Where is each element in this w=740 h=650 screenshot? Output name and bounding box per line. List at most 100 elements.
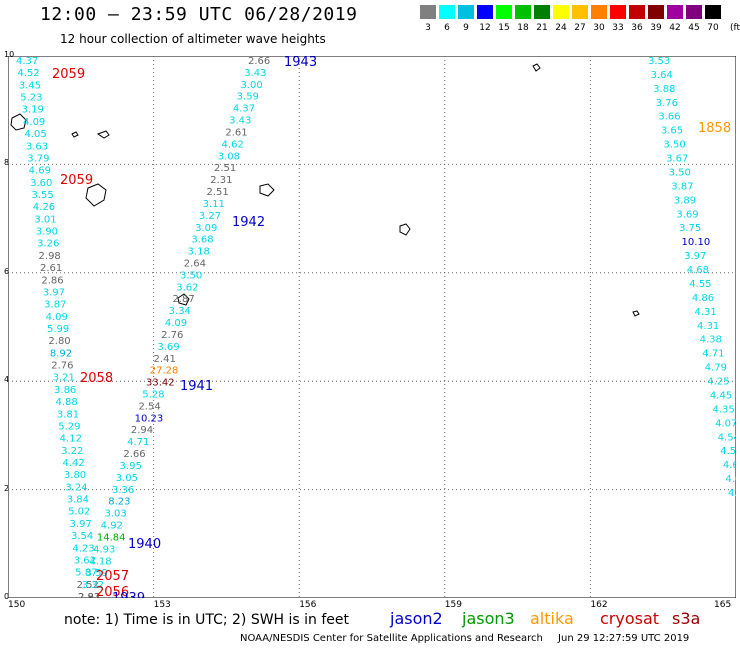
legend-swatch: [496, 5, 512, 19]
wave-height-label: 4.86: [692, 293, 714, 304]
wave-height-label: 3.24: [65, 482, 87, 493]
wave-height-label: 3.67: [666, 154, 688, 165]
x-tick-label: 162: [590, 600, 608, 610]
wave-height-label: 3.03: [104, 509, 126, 520]
wave-height-label: 3.05: [116, 473, 138, 484]
pass-time-label: 1943: [284, 56, 317, 70]
wave-height-label: 4.09: [46, 312, 68, 323]
legend-swatch: [553, 5, 569, 19]
wave-height-label: 3.11: [203, 199, 225, 210]
wave-height-label: 3.76: [656, 98, 678, 109]
island-outline: [85, 183, 107, 207]
pass-time-label: 2059: [60, 173, 93, 188]
pass-time-label: 2058: [80, 371, 113, 386]
wave-height-label: 3.22: [61, 446, 83, 457]
legend-label: 18: [517, 23, 529, 33]
wave-height-label: 2.61: [40, 263, 62, 274]
island-outline: [399, 223, 411, 236]
wave-height-label: 4.6: [723, 460, 736, 471]
wave-height-label: 3.87: [671, 181, 693, 192]
x-tick-label: 159: [444, 600, 462, 610]
legend-label: 39: [650, 23, 662, 33]
wave-height-label: 4.69: [29, 166, 51, 177]
satellite-name: cryosat: [600, 609, 660, 628]
wave-height-label: 4.09: [165, 318, 187, 329]
wave-height-label: 4.37: [16, 56, 38, 67]
wave-height-label: 3.59: [86, 568, 108, 579]
satellite-name: s3a: [672, 609, 701, 628]
legend-label: 30: [593, 23, 605, 33]
wave-height-label: 5.99: [47, 324, 69, 335]
wave-height-label: 4.5: [720, 446, 736, 457]
x-tick-label: 165: [714, 600, 732, 610]
legend-swatch: [648, 5, 664, 19]
satellite-name: jason3: [462, 609, 515, 628]
island-outline: [532, 63, 541, 72]
wave-height-label: 2.64: [184, 258, 206, 269]
wave-height-label: 4.31: [697, 321, 719, 332]
wave-height-label: 4.62: [222, 139, 244, 150]
wave-height-label: 4.71: [127, 437, 149, 448]
wave-height-label: 5.28: [142, 390, 164, 401]
legend-swatch: [477, 5, 493, 19]
wave-height-label: 4.45: [710, 390, 732, 401]
y-tick-label: 2: [4, 483, 10, 493]
wave-height-label: 3.66: [658, 112, 680, 123]
pass-time-label: 2056: [96, 585, 129, 598]
legend-label: 24: [555, 23, 567, 33]
wave-height-label: 3.75: [679, 223, 701, 234]
wave-height-label: 3.53: [648, 56, 670, 67]
credit-line: NOAA/NESDIS Center for Satellite Applica…: [240, 633, 689, 644]
wave-height-label: 3.62: [74, 555, 96, 566]
wave-height-label: 4.79: [705, 363, 727, 374]
wave-height-label: 3.08: [218, 151, 240, 162]
legend-label: 21: [536, 23, 548, 33]
legend-label: 33: [612, 23, 624, 33]
wave-height-label: 2.86: [41, 275, 63, 286]
wave-height-label: 8.92: [50, 348, 72, 359]
legend-label: 36: [631, 23, 643, 33]
island-outline: [10, 113, 27, 131]
wave-height-label: 3.80: [64, 470, 86, 481]
legend-label: 70: [707, 23, 719, 33]
legend-label: 42: [669, 23, 681, 33]
pass-time-label: 1858: [698, 121, 731, 136]
wave-height-label: 4.7: [728, 488, 736, 499]
wave-height-label: 3.54: [71, 531, 93, 542]
wave-height-label: 4.31: [694, 307, 716, 318]
legend-label: 6: [444, 23, 450, 33]
wave-height-label: 4.38: [700, 335, 722, 346]
wave-height-label: 3.81: [57, 409, 79, 420]
wave-height-label: 2.87: [172, 294, 194, 305]
wave-height-label: 3.89: [674, 195, 696, 206]
wave-height-label: 2.66: [248, 56, 270, 67]
timestamp: Jun 29 12:27:59 UTC 2019: [558, 633, 690, 644]
wave-height-map: 4.374.523.455.233.194.094.053.633.794.69…: [8, 56, 736, 598]
island-outline: [96, 130, 110, 139]
wave-height-label: 4.09: [23, 117, 45, 128]
wave-height-label: 2.92: [78, 592, 100, 598]
wave-height-label: 4.18: [89, 556, 111, 567]
wave-height-label: 3.50: [669, 167, 691, 178]
wave-height-label: 3.62: [176, 282, 198, 293]
wave-height-label: 3.79: [27, 153, 49, 164]
wave-height-label: 33.42: [146, 378, 175, 389]
legend-swatch: [458, 5, 474, 19]
wave-height-label: 4.07: [715, 418, 736, 429]
wave-height-label: 3.68: [191, 235, 213, 246]
legend-swatch: [534, 5, 550, 19]
wave-height-label: 4.54: [718, 432, 736, 443]
wave-height-label: 27.28: [150, 366, 179, 377]
wave-height-label: 4.05: [24, 129, 46, 140]
wave-height-label: 4.88: [55, 397, 77, 408]
legend-swatch: [591, 5, 607, 19]
wave-height-label: 3.87: [44, 300, 66, 311]
pass-time-label: 1940: [128, 537, 161, 552]
y-tick-label: 0: [4, 592, 10, 601]
wave-height-label: 4.37: [233, 104, 255, 115]
wave-height-label: 3.00: [240, 80, 262, 91]
wave-height-label: 3.59: [237, 92, 259, 103]
wave-height-label: 3.32: [82, 580, 104, 591]
pass-time-label: 2059: [52, 67, 85, 82]
wave-height-label: 2.61: [225, 127, 247, 138]
